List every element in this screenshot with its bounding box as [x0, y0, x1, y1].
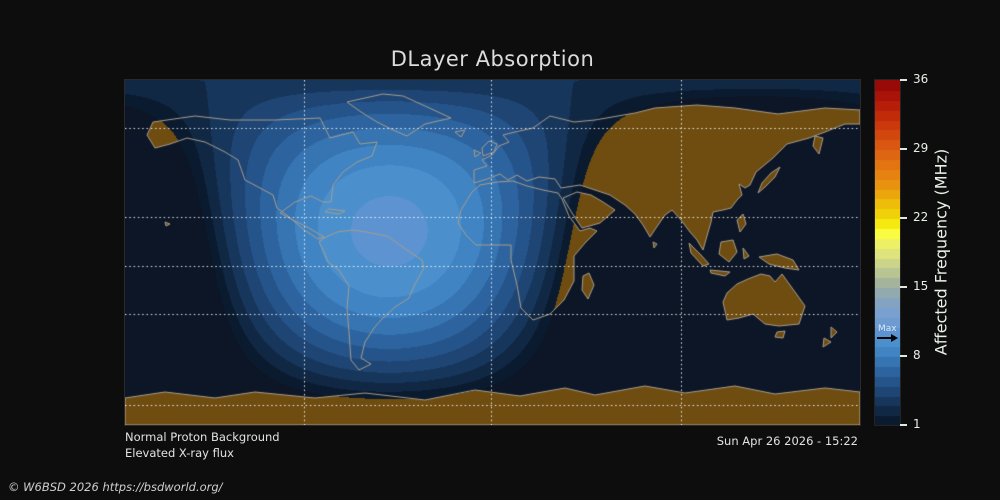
- max-marker-label: Max: [878, 324, 897, 335]
- timestamp: Sun Apr 26 2026 - 15:22: [716, 434, 858, 448]
- colorbar: [874, 79, 901, 426]
- tick-label: 36: [913, 72, 929, 86]
- xray-flux-status: Elevated X-ray flux: [125, 446, 234, 460]
- proton-background-status: Normal Proton Background: [125, 430, 280, 444]
- tick-label: 29: [913, 141, 929, 155]
- tick-label: 22: [913, 210, 929, 224]
- world-absorption-map: [124, 79, 861, 426]
- page-title: DLayer Absorption: [390, 47, 595, 71]
- tick-label: 15: [913, 279, 929, 293]
- tick-label: 8: [913, 348, 921, 362]
- colorbar-axis-label: Affected Frequency (MHz): [931, 148, 951, 356]
- colorbar-max-marker: Max: [876, 324, 900, 343]
- tick-mark: [900, 286, 907, 288]
- tick-mark: [900, 148, 907, 150]
- tick-mark: [900, 217, 907, 219]
- tick-mark: [900, 79, 907, 81]
- colorbar-ticks: 36 29 22 15 8 1: [899, 72, 949, 431]
- tick-label: 1: [913, 417, 921, 431]
- copyright: © W6BSD 2026 https://bsdworld.org/: [8, 480, 223, 494]
- tick-mark: [900, 424, 907, 426]
- right-arrow-icon: [877, 334, 898, 343]
- tick-mark: [900, 355, 907, 357]
